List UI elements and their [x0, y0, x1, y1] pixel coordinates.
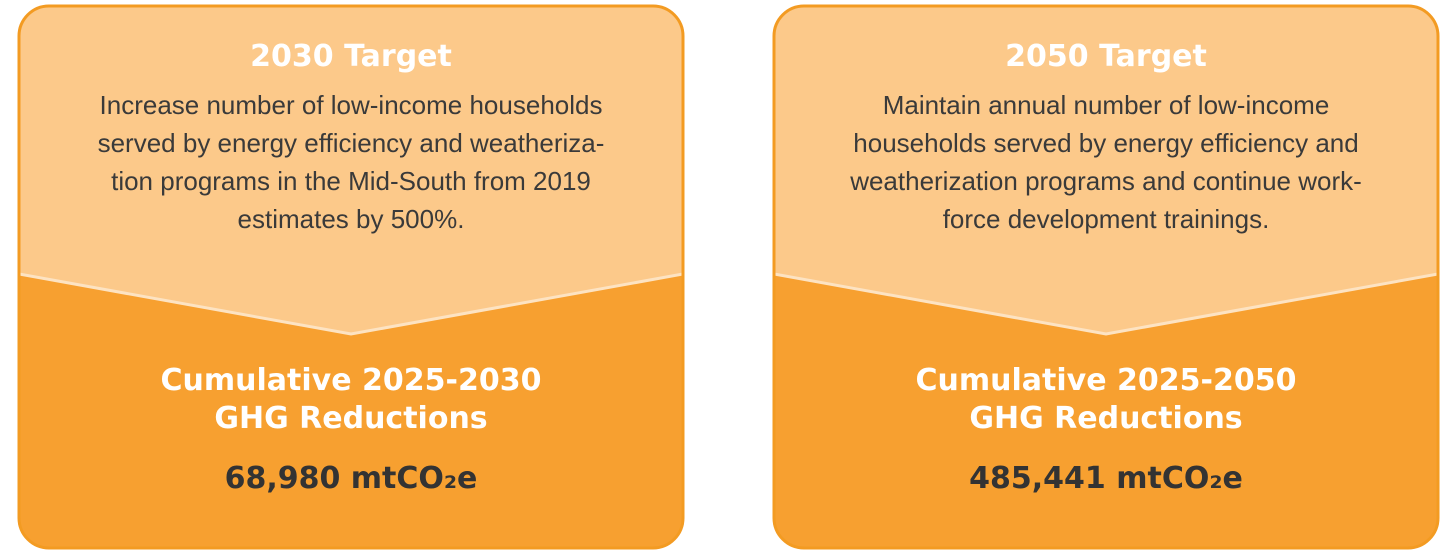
- description-line: served by energy efficiency and weatheri…: [98, 128, 605, 158]
- card-border: [17, 4, 685, 550]
- description-line: Increase number of low-income households: [100, 90, 603, 120]
- card-title: 2050 Target: [1005, 39, 1207, 74]
- reduction-title: GHG Reductions: [969, 401, 1242, 436]
- description-line: estimates by 500%.: [238, 204, 465, 234]
- description-line: households served by energy efficiency a…: [853, 128, 1358, 158]
- card-top: [19, 6, 683, 334]
- card-top: [774, 6, 1438, 334]
- card-title: 2030 Target: [250, 39, 452, 74]
- reduction-title: Cumulative 2025-2030: [161, 363, 542, 398]
- card: [19, 6, 683, 548]
- description-line: Maintain annual number of low-income: [883, 90, 1330, 120]
- description-line: weatherization programs and continue wor…: [849, 166, 1362, 196]
- reduction-title: GHG Reductions: [214, 401, 487, 436]
- description-line: tion programs in the Mid-South from 2019: [111, 166, 591, 196]
- card-border: [772, 4, 1440, 550]
- card: [774, 6, 1438, 548]
- reduction-value: 68,980 mtCO₂e: [225, 461, 478, 496]
- reduction-title: Cumulative 2025-2050: [916, 363, 1297, 398]
- reduction-value: 485,441 mtCO₂e: [969, 461, 1243, 496]
- chevron-edge: [19, 272, 683, 336]
- description-line: force development trainings.: [943, 204, 1270, 234]
- chevron-edge: [774, 272, 1438, 336]
